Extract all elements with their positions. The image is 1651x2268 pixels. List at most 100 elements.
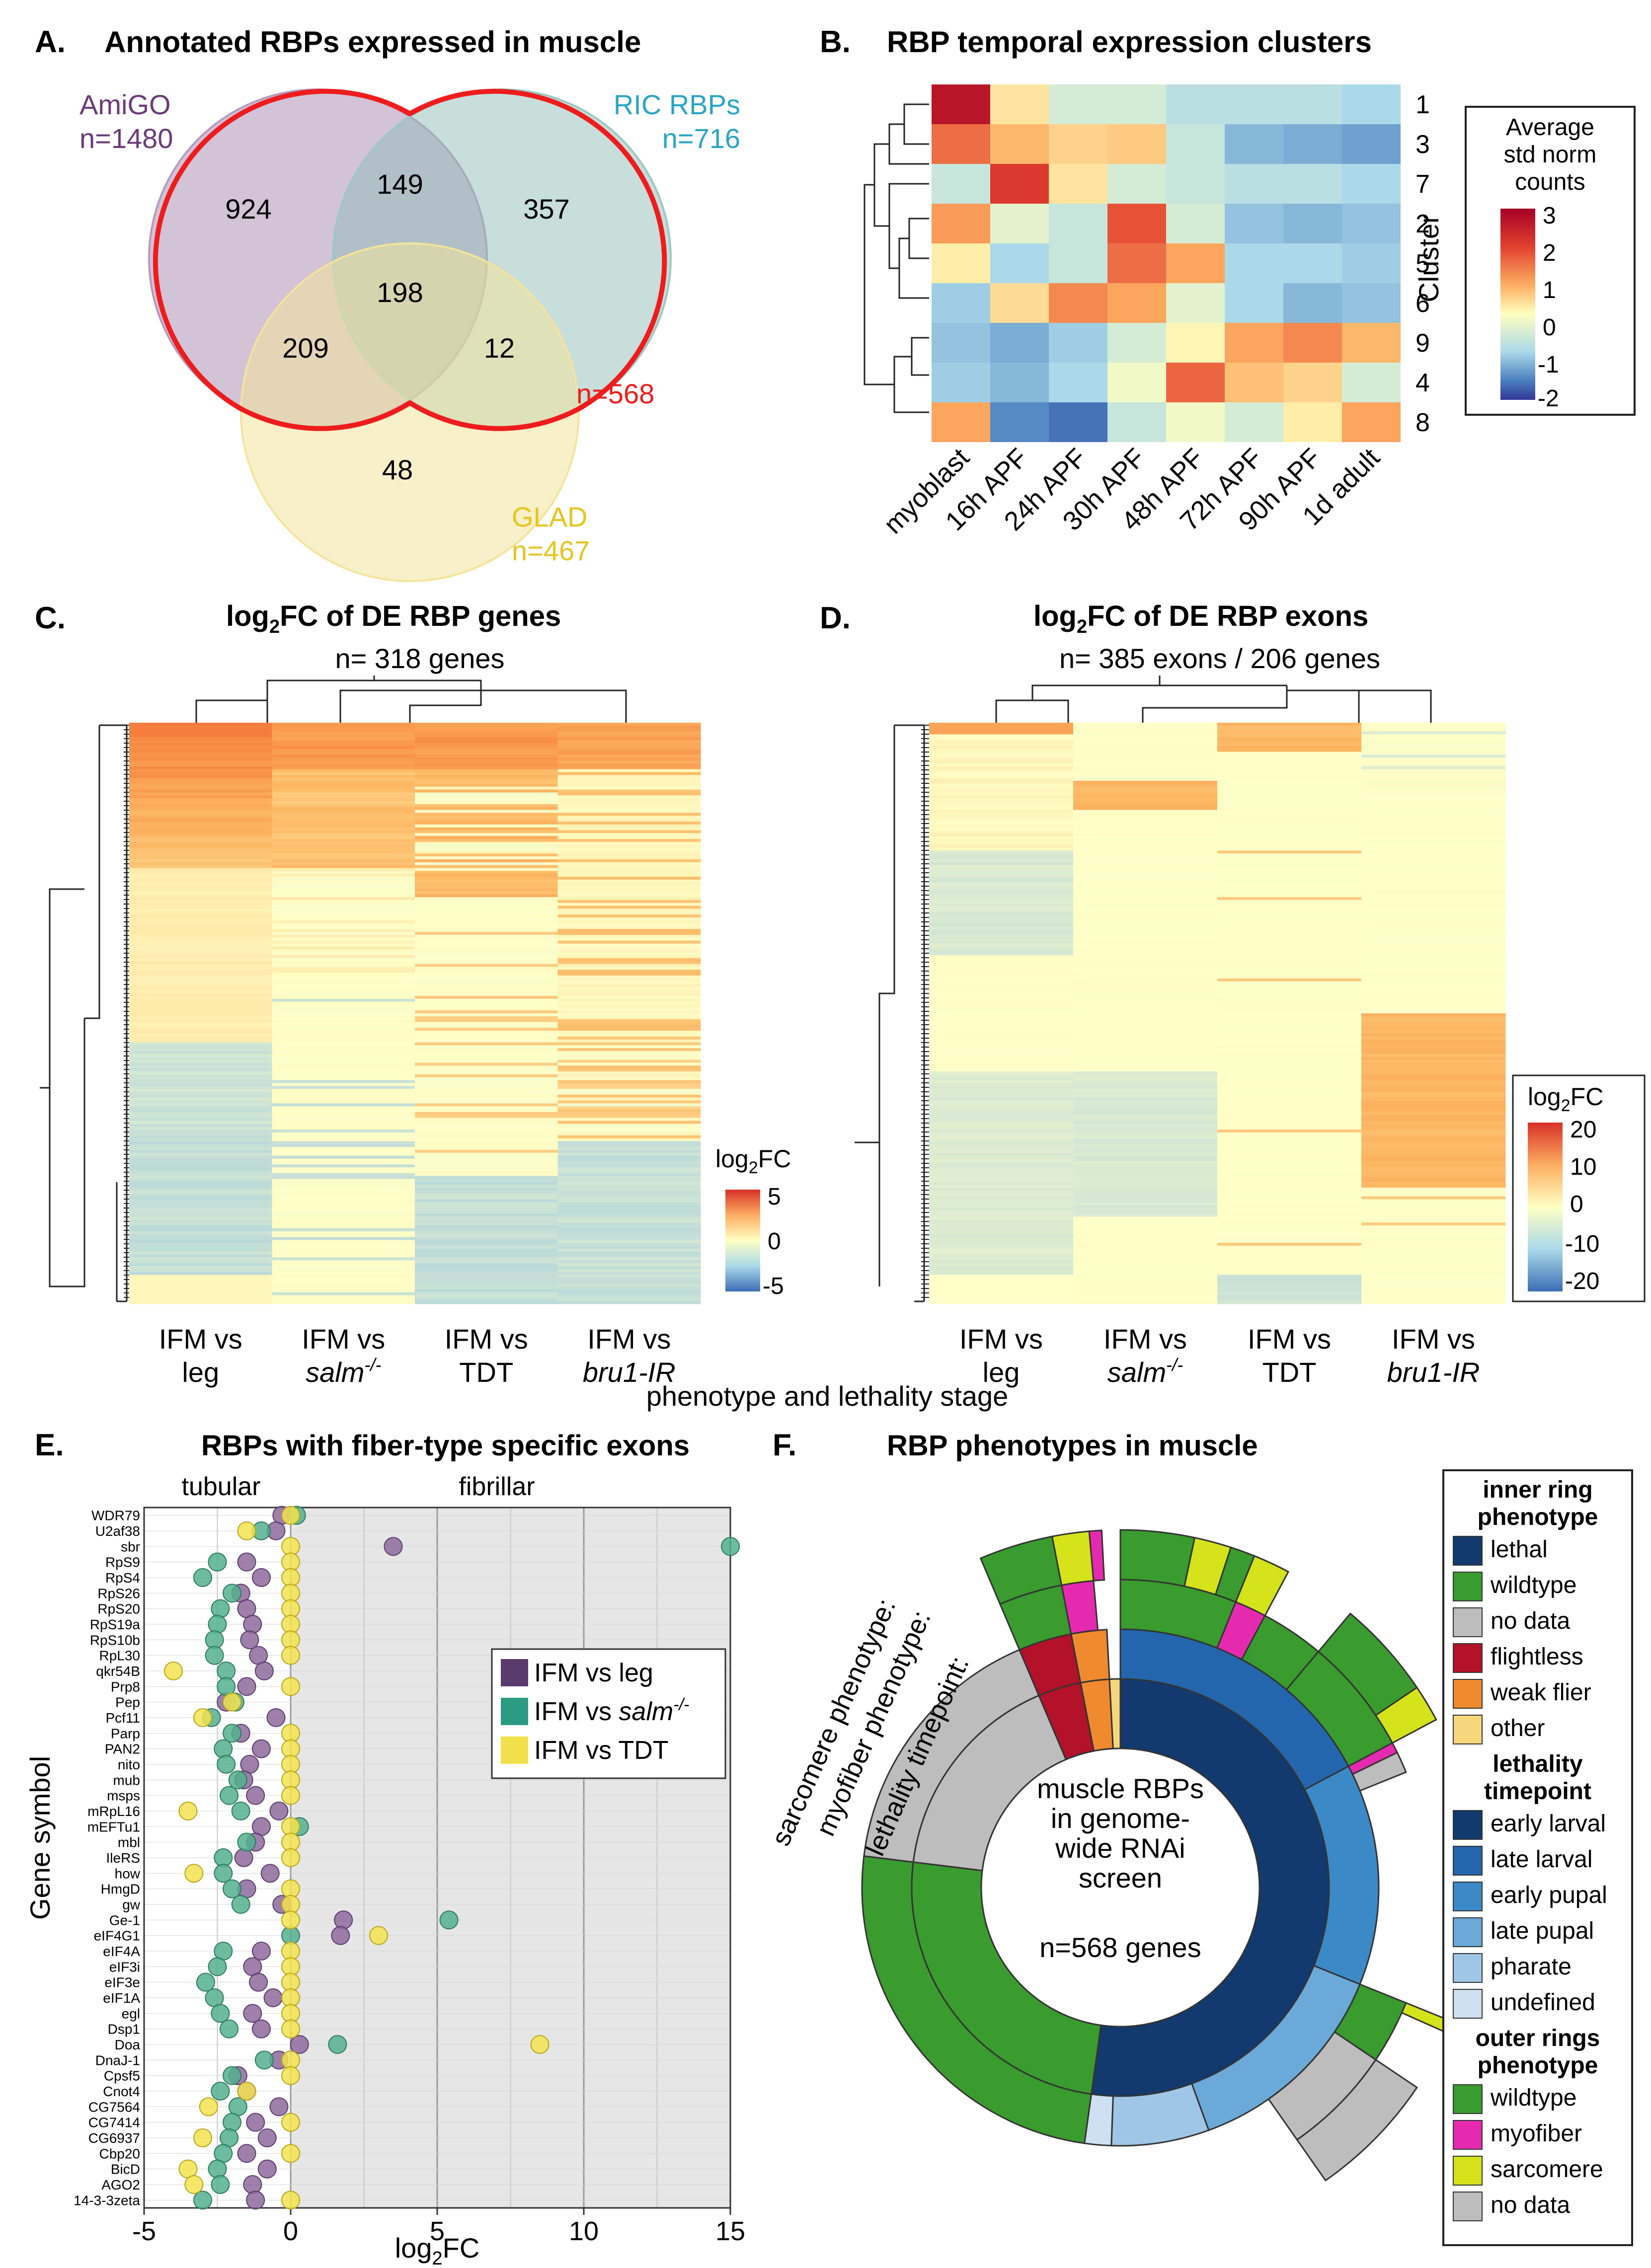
legend-b-tick-2: 2	[1543, 240, 1556, 266]
heatmap-b-legend: Average std norm counts 3 2 1 0 -1 -2	[1465, 106, 1636, 416]
heatmap-cell	[415, 798, 558, 802]
heatmap-cell	[1073, 1202, 1218, 1206]
heatmap-cell	[1217, 1301, 1362, 1304]
heatmap-cell	[1073, 1170, 1218, 1174]
heatmap-b-cell	[990, 124, 1049, 164]
heatmap-cell	[1073, 1025, 1218, 1028]
scatter-e-tick-label: 15	[715, 2216, 745, 2246]
heatmap-cell	[1361, 856, 1506, 860]
heatmap-cell	[557, 778, 701, 781]
heatmap-cell	[272, 1260, 415, 1264]
scatter-e-point	[184, 1864, 204, 1883]
heatmap-cell	[272, 897, 415, 901]
heatmap-cell	[272, 1222, 415, 1226]
heatmap-cell	[415, 1062, 558, 1066]
heatmap-cell	[1073, 1266, 1218, 1270]
heatmap-cell	[129, 1019, 272, 1023]
heatmap-cell	[1217, 1132, 1362, 1136]
heatmap-cell	[1073, 1045, 1218, 1049]
heatmap-b-cell	[1225, 124, 1283, 164]
venn-set-glad-count: n=467	[512, 535, 590, 566]
heatmap-cell	[1073, 1289, 1218, 1293]
heatmap-cell	[557, 801, 701, 805]
heatmap-cell	[929, 920, 1074, 924]
heatmap-cell	[929, 885, 1074, 889]
heatmap-cell	[1217, 1097, 1362, 1101]
heatmap-cell	[1217, 783, 1362, 787]
sunburst-center-line: screen	[1079, 1862, 1162, 1893]
heatmap-cell	[1217, 978, 1362, 982]
heatmap-cell	[929, 1152, 1074, 1156]
heatmap-cell	[415, 990, 558, 993]
heatmap-cell	[1361, 804, 1506, 808]
heatmap-cell	[129, 1176, 272, 1179]
heatmap-cell	[929, 1097, 1074, 1101]
heatmap-cell	[272, 1164, 415, 1168]
heatmap-cell	[929, 1025, 1074, 1028]
heatmap-cell	[1361, 769, 1506, 772]
heatmap-cell	[129, 1097, 272, 1101]
heatmap-cell	[415, 1278, 558, 1281]
heatmap-cell	[415, 1071, 558, 1075]
heatmap-cell	[272, 740, 415, 744]
heatmap-cell	[129, 1135, 272, 1139]
heatmap-cell	[415, 766, 558, 770]
heatmap-cell	[1073, 908, 1218, 912]
heatmap-cell	[557, 839, 701, 842]
heatmap-cell	[415, 1272, 558, 1275]
heatmap-cell	[1217, 937, 1362, 941]
heatmap-cell	[272, 801, 415, 805]
heatmap-cell	[129, 821, 272, 825]
heatmap-cell	[929, 1193, 1074, 1197]
heatmap-cell	[929, 935, 1074, 938]
heatmap-cell	[415, 839, 558, 842]
heatmap-cell	[415, 943, 558, 947]
heatmap-cell	[129, 906, 272, 909]
heatmap-cell	[1217, 1164, 1362, 1168]
heatmap-cell	[1361, 987, 1506, 990]
heatmap-cell	[272, 1269, 415, 1273]
heatmap-cell	[1217, 1246, 1362, 1249]
heatmap-cell	[1361, 1164, 1506, 1168]
heatmap-cell	[129, 1115, 272, 1119]
heatmap-cell	[272, 1284, 415, 1287]
heatmap-cell	[557, 847, 701, 851]
heatmap-cell	[415, 1289, 558, 1293]
legend-f-label: weak flier	[1490, 1679, 1591, 1706]
heatmap-cell	[1217, 932, 1362, 935]
heatmap-cell	[1073, 1051, 1218, 1055]
heatmap-cell	[1073, 990, 1218, 993]
heatmap-cell	[272, 1185, 415, 1188]
heatmap-cell	[415, 833, 558, 836]
heatmap-cell	[1217, 1199, 1362, 1203]
heatmap-cell	[415, 1213, 558, 1217]
heatmap-cell	[415, 1164, 558, 1168]
heatmap-cell	[1073, 1016, 1218, 1020]
heatmap-cell	[557, 885, 701, 889]
heatmap-cell	[1073, 1077, 1218, 1081]
heatmap-cell	[1217, 1205, 1362, 1209]
heatmap-cell	[1073, 874, 1218, 877]
heatmap-cell	[1217, 749, 1362, 752]
heatmap-cell	[272, 987, 415, 990]
heatmap-b-row-label: 4	[1415, 369, 1430, 397]
heatmap-cell	[1217, 856, 1362, 860]
heatmap-cell	[1361, 1190, 1506, 1194]
heatmap-cell	[272, 970, 415, 973]
heatmap-cell	[1073, 841, 1218, 845]
heatmap-cell	[1217, 740, 1362, 744]
heatmap-cell	[929, 1216, 1074, 1220]
heatmap-cell	[1217, 789, 1362, 793]
heatmap-cell	[557, 1103, 701, 1107]
heatmap-cell	[272, 914, 415, 918]
heatmap-cell	[272, 1152, 415, 1156]
heatmap-cell	[929, 1149, 1074, 1153]
heatmap-cell	[1361, 792, 1506, 796]
heatmap-cell	[557, 1065, 701, 1069]
heatmap-cell	[415, 827, 558, 831]
heatmap-cell	[929, 1199, 1074, 1203]
heatmap-b-cell	[1049, 204, 1107, 243]
heatmap-cell	[129, 943, 272, 947]
heatmap-b-cell	[1283, 363, 1342, 402]
heatmap-cell	[1361, 1097, 1506, 1101]
